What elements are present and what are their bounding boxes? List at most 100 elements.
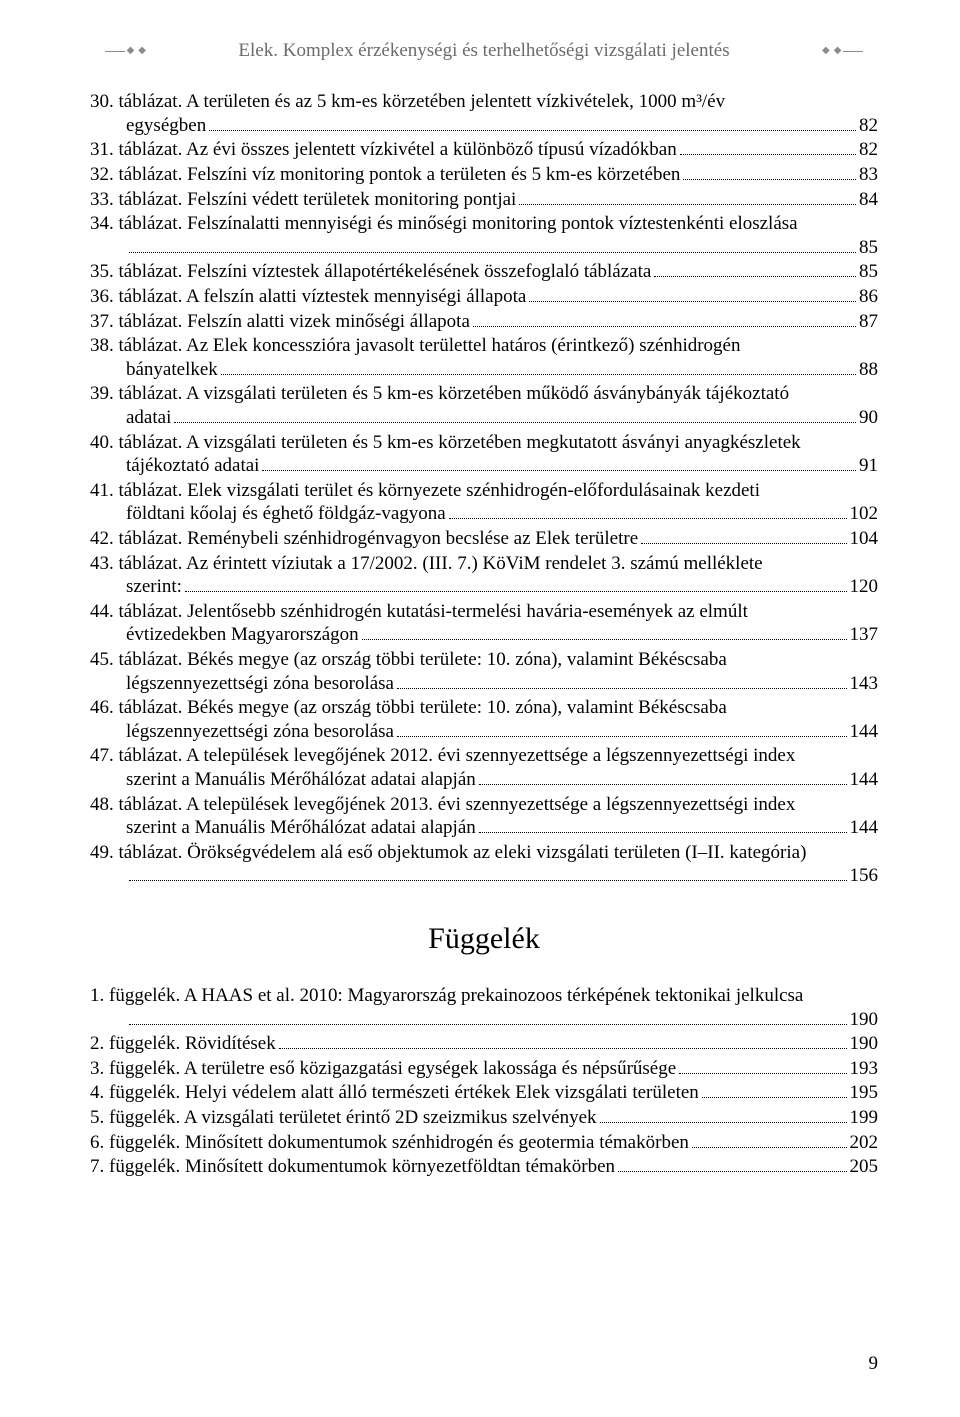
toc-text: 38. táblázat. Az Elek koncesszióra javas… [90,334,741,358]
toc-leader-dots [680,138,856,155]
toc-list: 30. táblázat. A területen és az 5 km-es … [90,90,878,888]
toc-page-number: 82 [859,114,878,138]
toc-page-number: 84 [859,188,878,212]
toc-text: 6. függelék. Minősített dokumentumok szé… [90,1131,689,1155]
toc-page-number: 86 [859,285,878,309]
toc-text: légszennyezettségi zóna besorolása [126,720,394,744]
toc-text: 4. függelék. Helyi védelem alatt álló te… [90,1081,699,1105]
toc-leader-dots [679,1057,846,1074]
toc-text: 7. függelék. Minősített dokumentumok kör… [90,1155,615,1179]
appendix-list: 1. függelék. A HAAS et al. 2010: Magyaro… [90,984,878,1179]
toc-entry: 4. függelék. Helyi védelem alatt álló te… [90,1081,878,1105]
toc-page-number: 156 [850,864,879,888]
toc-entry: 37. táblázat. Felszín alatti vizek minős… [90,310,878,334]
toc-text: 47. táblázat. A települések levegőjének … [90,744,795,768]
toc-page-number: 104 [850,527,879,551]
toc-text: 31. táblázat. Az évi összes jelentett ví… [90,138,677,162]
toc-entry: 1. függelék. A HAAS et al. 2010: Magyaro… [90,984,878,1031]
toc-leader-dots [279,1032,847,1049]
toc-leader-dots [641,527,846,544]
toc-entry: 45. táblázat. Békés megye (az ország töb… [90,648,878,695]
toc-page-number: 193 [850,1057,879,1081]
toc-leader-dots [129,864,847,881]
toc-text: 46. táblázat. Békés megye (az ország töb… [90,696,727,720]
toc-page-number: 85 [859,236,878,260]
toc-text: 48. táblázat. A települések levegőjének … [90,793,795,817]
toc-entry: 30. táblázat. A területen és az 5 km-es … [90,90,878,137]
toc-page-number: 85 [859,260,878,284]
toc-text: 35. táblázat. Felszíni víztestek állapot… [90,260,651,284]
toc-page-number: 190 [850,1032,879,1056]
toc-leader-dots [473,310,856,327]
page-number: 9 [869,1353,879,1375]
toc-leader-dots [129,236,856,253]
toc-page-number: 144 [850,816,879,840]
page-header: ◆◆ Elek. Komplex érzékenységi és terhelh… [90,40,878,62]
toc-text: 41. táblázat. Elek vizsgálati terület és… [90,479,760,503]
toc-page-number: 102 [850,502,879,526]
ornament-left-icon: ◆◆ [90,43,154,59]
toc-entry: 33. táblázat. Felszíni védett területek … [90,187,878,211]
appendix-heading: Függelék [90,922,878,956]
toc-text: 1. függelék. A HAAS et al. 2010: Magyaro… [90,984,803,1008]
toc-leader-dots [702,1081,847,1098]
toc-text: 3. függelék. A területre eső közigazgatá… [90,1057,676,1081]
toc-text: 5. függelék. A vizsgálati területet érin… [90,1106,597,1130]
toc-text: 34. táblázat. Felszínalatti mennyiségi é… [90,212,798,236]
toc-page-number: 88 [859,358,878,382]
toc-page-number: 199 [850,1106,879,1130]
toc-page-number: 144 [850,768,879,792]
toc-entry: 7. függelék. Minősített dokumentumok kör… [90,1155,878,1179]
toc-entry: 47. táblázat. A települések levegőjének … [90,744,878,791]
toc-leader-dots [618,1155,846,1172]
toc-page-number: 87 [859,310,878,334]
toc-leader-dots [600,1106,847,1123]
toc-leader-dots [262,454,856,471]
toc-page-number: 202 [850,1131,879,1155]
toc-leader-dots [479,816,847,833]
toc-leader-dots [519,187,856,204]
toc-entry: 49. táblázat. Örökségvédelem alá eső obj… [90,841,878,888]
toc-text: 2. függelék. Rövidítések [90,1032,276,1056]
toc-entry: 46. táblázat. Békés megye (az ország töb… [90,696,878,743]
toc-text: légszennyezettségi zóna besorolása [126,672,394,696]
toc-text: 49. táblázat. Örökségvédelem alá eső obj… [90,841,806,865]
toc-leader-dots [654,260,856,277]
toc-page-number: 83 [859,163,878,187]
toc-leader-dots [397,672,847,689]
toc-entry: 2. függelék. Rövidítések 190 [90,1032,878,1056]
toc-entry: 48. táblázat. A települések levegőjének … [90,793,878,840]
toc-leader-dots [479,768,847,785]
toc-leader-dots [683,163,856,180]
toc-entry: 41. táblázat. Elek vizsgálati terület és… [90,479,878,526]
toc-page-number: 195 [850,1081,879,1105]
toc-leader-dots [692,1131,847,1148]
toc-text: tájékoztató adatai [126,454,259,478]
toc-text: szerint a Manuális Mérőhálózat adatai al… [126,816,476,840]
toc-text: évtizedekben Magyarországon [126,623,359,647]
toc-leader-dots [174,406,856,423]
toc-entry: 3. függelék. A területre eső közigazgatá… [90,1057,878,1081]
toc-leader-dots [185,575,847,592]
toc-page-number: 90 [859,406,878,430]
toc-entry: 6. függelék. Minősített dokumentumok szé… [90,1131,878,1155]
toc-leader-dots [449,502,847,519]
toc-text: szerint: [126,575,182,599]
toc-leader-dots [209,114,856,131]
page: ◆◆ Elek. Komplex érzékenységi és terhelh… [0,0,960,1417]
toc-leader-dots [529,285,856,302]
toc-text: egységben [126,114,206,138]
toc-page-number: 143 [850,672,879,696]
toc-entry: 38. táblázat. Az Elek koncesszióra javas… [90,334,878,381]
toc-leader-dots [129,1007,847,1024]
toc-entry: 32. táblázat. Felszíni víz monitoring po… [90,163,878,187]
toc-text: 32. táblázat. Felszíni víz monitoring po… [90,163,680,187]
toc-leader-dots [221,358,856,375]
toc-page-number: 205 [850,1155,879,1179]
toc-text: bányatelkek [126,358,218,382]
toc-entry: 34. táblázat. Felszínalatti mennyiségi é… [90,212,878,259]
toc-page-number: 137 [850,623,879,647]
toc-page-number: 190 [850,1008,879,1032]
toc-text: 43. táblázat. Az érintett víziutak a 17/… [90,552,763,576]
toc-text: földtani kőolaj és éghető földgáz-vagyon… [126,502,446,526]
